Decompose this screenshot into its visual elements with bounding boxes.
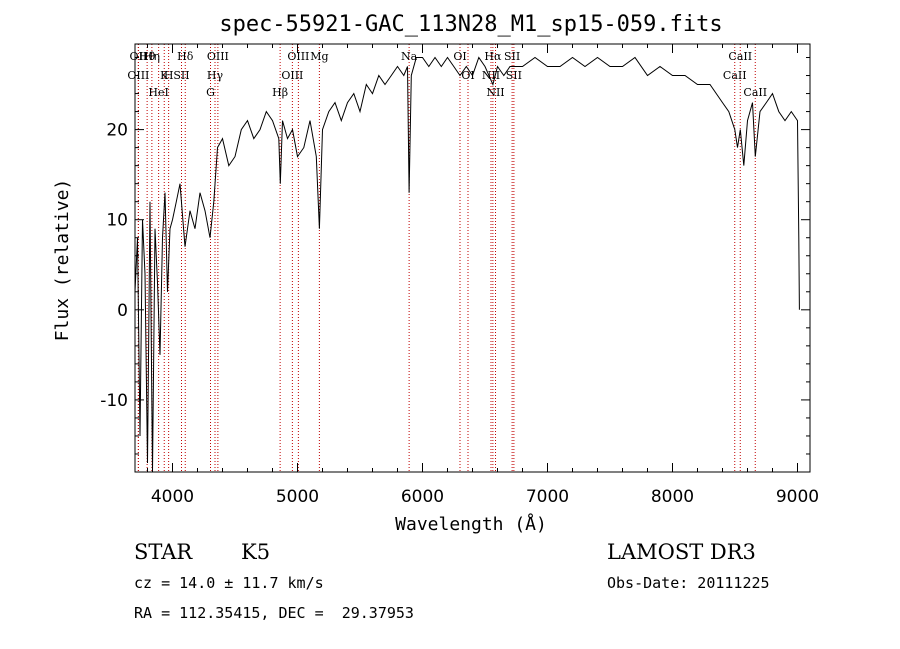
line-label: SII	[506, 69, 522, 82]
x-tick-label: 4000	[151, 487, 194, 507]
y-tick-label: 10	[106, 211, 128, 231]
object-subclass: K5	[241, 540, 271, 564]
chart-title: spec-55921-GAC_113N28_M1_sp15-059.fits	[219, 12, 722, 37]
y-tick-label: 0	[117, 301, 128, 321]
line-label: Na	[401, 50, 418, 63]
line-label: CaII	[723, 69, 747, 82]
line-label: H	[164, 69, 174, 82]
line-label: HeI	[148, 86, 168, 99]
line-label: K	[160, 69, 169, 82]
line-label: OII	[130, 50, 148, 63]
x-tick-label: 7000	[526, 487, 569, 507]
line-label: OI	[461, 69, 474, 82]
line-label: SII	[504, 50, 520, 63]
line-label: Hβ	[272, 86, 288, 99]
line-label: Hη	[144, 50, 160, 63]
line-label: Hγ	[207, 69, 224, 82]
line-label: OIII	[281, 69, 303, 82]
line-label: Hδ	[177, 50, 194, 63]
survey-name: LAMOST DR3	[607, 540, 756, 564]
line-label: SII	[173, 69, 189, 82]
line-label: Hθ	[139, 50, 156, 63]
plot-frame	[134, 43, 811, 473]
y-axis-ticks: -10 0 10 20	[100, 57, 810, 455]
observation-date: Obs-Date: 20111225	[607, 574, 770, 592]
line-label: OIII	[287, 50, 309, 63]
line-label: Hα	[484, 50, 502, 63]
line-label: OIII	[207, 50, 229, 63]
line-label: G	[206, 86, 215, 99]
line-label: Mg	[310, 50, 328, 63]
line-label: CaII	[743, 86, 767, 99]
object-class: STAR	[134, 540, 193, 564]
spectral-line-markers	[137, 44, 756, 472]
y-axis-label: Flux (relative)	[52, 179, 73, 342]
x-axis-label: Wavelength (Å)	[395, 513, 547, 535]
line-label: OI	[453, 50, 466, 63]
x-tick-label: 6000	[401, 487, 444, 507]
y-tick-label: 20	[106, 121, 128, 141]
x-axis-ticks: 4000 5000 6000 7000 8000 9000	[147, 44, 819, 507]
redshift-velocity: cz = 14.0 ± 11.7 km/s	[134, 574, 324, 592]
line-label: CaII	[728, 50, 752, 63]
y-tick-label: -10	[100, 391, 128, 411]
coordinates: RA = 112.35415, DEC = 29.37953	[134, 604, 414, 622]
x-tick-label: 9000	[776, 487, 819, 507]
x-tick-label: 8000	[651, 487, 694, 507]
spectrum-line	[134, 56, 800, 473]
x-tick-label: 5000	[276, 487, 319, 507]
line-label: NII	[486, 86, 504, 99]
